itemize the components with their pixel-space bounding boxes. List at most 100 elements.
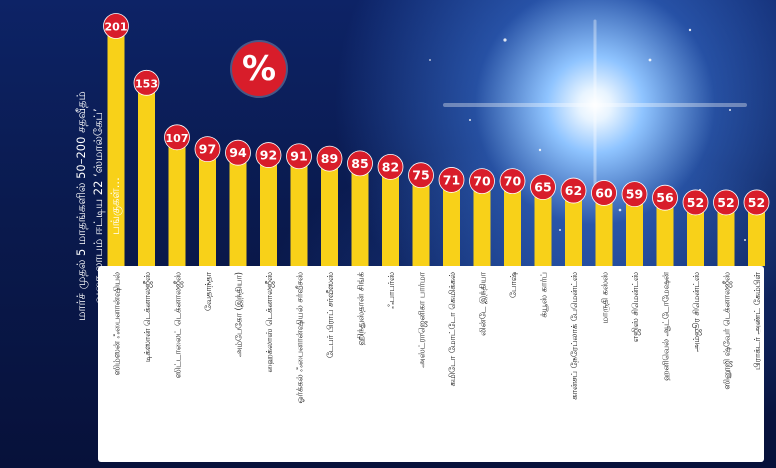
category-label: மாருதி கஸ்ஸ் — [600, 272, 611, 324]
sparkle-dot — [744, 239, 746, 241]
bar — [382, 168, 399, 266]
value-label: 60 — [595, 185, 613, 200]
percent-badge: % — [232, 42, 286, 96]
bar — [107, 28, 125, 266]
sparkle-dot — [469, 119, 471, 121]
bar — [534, 189, 552, 266]
bar — [321, 160, 338, 266]
category-label: ஹனிவெல் ஆட்டோமேஷன் — [661, 272, 671, 381]
value-label: 70 — [504, 174, 522, 189]
sparkle-dot — [503, 38, 507, 42]
value-bubble — [682, 189, 709, 216]
value-bubble — [743, 189, 770, 216]
category-label: ஸிம்ஸன் ஃபைனான்ஷியல் — [112, 272, 122, 375]
bar — [412, 177, 430, 266]
bar — [656, 199, 674, 266]
value-bubble — [499, 168, 526, 195]
category-label: எஜிஸ் சிமென்ட்ஸ் — [630, 272, 641, 342]
bar — [504, 183, 521, 266]
bar — [748, 204, 765, 266]
category-label: கான்சப் நேரேப்லாக் பேமென்ட்ஸ் — [569, 272, 579, 400]
value-label: 201 — [105, 21, 128, 34]
bar — [443, 181, 460, 266]
value-bubble — [408, 162, 434, 189]
value-bubble — [164, 124, 190, 151]
bar — [565, 192, 582, 266]
label-panel — [98, 266, 764, 462]
category-label: அம்பேகோ (இந்தியா) — [234, 272, 245, 357]
category-label: ஸினூஜி ஷ்வேர் டெக்னாலஜீஸ் — [722, 272, 733, 390]
value-bubble — [560, 177, 587, 204]
value-label: 62 — [565, 183, 582, 198]
sparkle-dot — [648, 58, 652, 62]
bar — [260, 157, 277, 266]
value-label: 56 — [656, 190, 674, 205]
sparkle-dot — [729, 109, 731, 111]
value-bubble — [103, 13, 129, 39]
value-label: 91 — [290, 149, 307, 164]
value-bubble — [621, 181, 648, 208]
bar — [717, 204, 735, 266]
value-bubble — [438, 167, 465, 193]
value-bubble — [286, 143, 312, 170]
category-label: கமிடோ மோட்டோ கெமிக்கல் — [447, 272, 457, 386]
category-label: ஹிந்துஸ்தான் சிங்க் — [356, 272, 367, 346]
value-label: 89 — [321, 151, 338, 166]
category-label: அஸ்ட்ராஜெனிகா பார்மா — [417, 271, 428, 367]
category-label: ஃபாபர்ஸ் — [386, 272, 396, 309]
value-label: 107 — [166, 132, 189, 145]
chart-caption: மார்ச் முதல் 5 மாதங்களில் 50–200 சதவீதம்… — [73, 91, 122, 321]
category-label: ஸிட்டாலைட் டெக்னாலஜீஸ் — [173, 272, 184, 378]
category-label: அம்ஜூர சிமென்ட்ஸ் — [691, 272, 702, 352]
sparkle-dot — [429, 59, 431, 61]
bar — [199, 151, 216, 266]
value-bubble — [713, 189, 739, 216]
value-bubble — [347, 150, 373, 177]
category-label: பிராக்டர் அண்ட் கேம்பிள் — [752, 272, 762, 370]
value-bubble — [377, 154, 404, 180]
value-bubble — [194, 136, 221, 163]
value-bubble — [469, 168, 495, 195]
sparkle-dot — [559, 229, 561, 231]
category-label: வேதாந்தா — [203, 271, 213, 311]
value-label: 75 — [412, 168, 429, 183]
value-label: 52 — [748, 195, 765, 210]
value-bubble — [255, 142, 282, 168]
value-label: 52 — [687, 195, 704, 210]
value-label: 92 — [260, 148, 277, 163]
value-bubble — [316, 145, 343, 172]
value-bubble — [530, 174, 556, 200]
value-label: 97 — [199, 142, 216, 157]
value-label: 70 — [473, 174, 491, 189]
bar — [138, 84, 155, 267]
value-bubble — [225, 139, 251, 166]
sparkle-dot — [618, 208, 622, 212]
value-label: 71 — [443, 172, 460, 187]
category-label: ஹைக்லாஸ் டெக்னாலஜீஸ் — [264, 272, 275, 373]
sparkle-dot — [538, 148, 542, 152]
bar — [595, 194, 613, 266]
category-label: போஷ் — [508, 272, 518, 298]
value-label: 52 — [717, 195, 734, 210]
bar — [473, 183, 491, 266]
value-bubble — [591, 180, 617, 206]
value-label: 65 — [534, 180, 551, 195]
value-label: 85 — [351, 156, 368, 171]
value-label: 94 — [229, 145, 247, 160]
value-label: 82 — [382, 159, 399, 174]
bar — [290, 158, 308, 266]
sparkle-decoration — [399, 19, 747, 241]
bar — [229, 154, 247, 266]
value-label: 153 — [135, 77, 158, 90]
category-label: ஓர்க்கல் ஃபைனான்ஷியல் சர்வீசஸ் — [295, 272, 305, 403]
sparkle-dot — [688, 28, 692, 32]
value-bubble — [652, 184, 678, 211]
bar — [626, 196, 643, 266]
bar — [687, 204, 704, 266]
category-label: க்யூஸ் கார்ப் — [539, 272, 549, 318]
value-label: 59 — [626, 187, 643, 202]
category-label: டிக்ஸான் டெக்னாலஜீஸ் — [142, 272, 153, 362]
bar — [351, 165, 369, 266]
